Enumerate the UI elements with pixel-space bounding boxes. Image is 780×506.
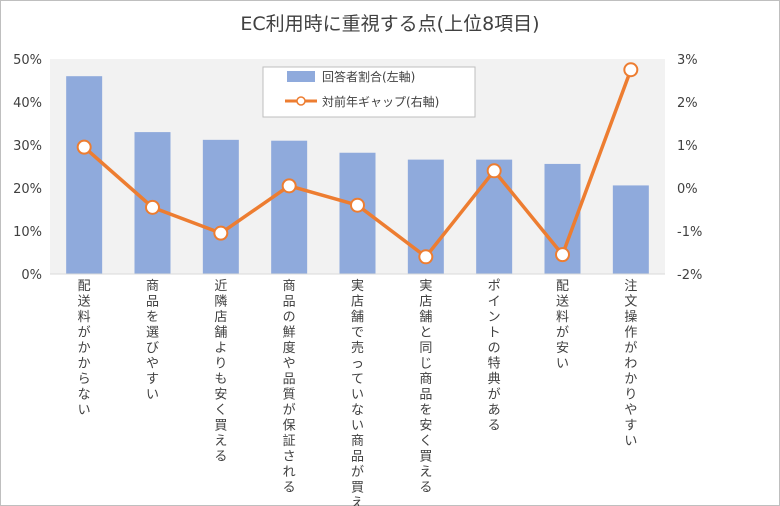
bar (66, 76, 103, 274)
left-tick-label: 30% (13, 139, 42, 154)
category-label: 配送料が安い (556, 279, 569, 372)
bar (612, 185, 649, 274)
category-labels: 配送料がかからない 商品を選びやすい 近隣店舗よりも安く買える 商品の鮮度や品質が保証… (78, 278, 638, 506)
category-label: ポイントの特典がある (488, 279, 501, 434)
bar-series (66, 76, 649, 274)
bar (202, 139, 239, 274)
right-tick-label: 2% (677, 96, 698, 111)
line-point (213, 225, 229, 241)
category-label: 配送料がかからない (78, 279, 91, 418)
line-point (281, 178, 297, 194)
right-tick-label: 3% (677, 53, 698, 68)
bar (271, 140, 308, 274)
legend-bar-swatch (287, 71, 315, 82)
left-tick-label: 20% (13, 182, 42, 197)
left-tick-label: 40% (13, 96, 42, 111)
category-label: 実店舗と同じ商品を安く買える (419, 278, 432, 496)
left-tick-label: 50% (13, 53, 42, 68)
line-point (350, 197, 365, 213)
left-tick-label: 0% (21, 268, 42, 283)
left-axis-ticks: 0% 10% 20% 30% 40% 50% (13, 53, 42, 283)
category-label: 近隣店舗よりも安く買える (214, 279, 227, 465)
category-label: 商品を選びやすい (146, 279, 159, 403)
line-point (486, 163, 502, 179)
legend: 回答者割合(左軸) 対前年ギャップ(右軸) (262, 66, 476, 118)
legend-entry-line: 対前年ギャップ(右軸) (322, 94, 439, 109)
right-tick-label: -1% (677, 225, 702, 240)
right-tick-label: 1% (677, 139, 698, 154)
category-label: 注文操作がわかりやすい (624, 279, 637, 449)
left-tick-label: 10% (13, 225, 42, 240)
right-axis-ticks: -2% -1% 0% 1% 2% 3% (677, 53, 702, 283)
legend-line-marker (296, 96, 306, 106)
category-label: 商品の鮮度や品質が保証される (283, 279, 296, 496)
line-point (623, 62, 639, 78)
legend-entry-bars: 回答者割合(左軸) (322, 69, 415, 84)
line-point (76, 139, 92, 155)
chart-title: EC利用時に重視する点(上位8項目) (240, 13, 539, 35)
line-point (145, 199, 160, 215)
line-point (418, 249, 434, 265)
line-series (76, 62, 639, 265)
bar (476, 159, 513, 274)
line-point (555, 247, 570, 263)
category-label: 実店舗で売っていない商品が買える (351, 278, 364, 506)
right-tick-label: -2% (677, 268, 702, 283)
right-tick-label: 0% (677, 182, 698, 197)
